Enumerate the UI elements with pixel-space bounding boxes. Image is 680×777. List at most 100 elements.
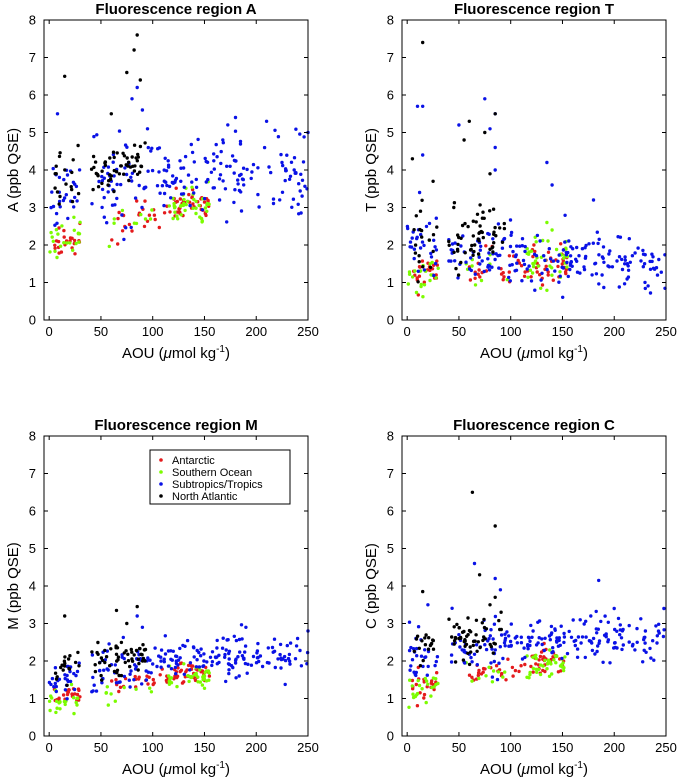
data-point	[558, 270, 562, 274]
y-tick-label: 8	[29, 13, 36, 28]
data-point	[623, 262, 627, 266]
data-series	[49, 85, 310, 242]
data-point	[643, 641, 647, 645]
data-point	[130, 155, 134, 159]
y-tick-label: 3	[29, 616, 36, 631]
data-point	[77, 661, 81, 665]
data-point	[418, 246, 423, 250]
data-point	[487, 268, 492, 272]
x-tick-label: 0	[46, 324, 53, 339]
data-point	[152, 681, 156, 685]
data-point	[90, 650, 94, 654]
data-point	[178, 197, 182, 201]
y-tick-label: 1	[29, 691, 36, 706]
data-point	[66, 690, 71, 694]
data-point	[135, 33, 139, 37]
data-point	[189, 664, 193, 668]
data-point	[480, 259, 484, 263]
data-point	[525, 267, 529, 271]
data-point	[289, 160, 294, 164]
data-point	[186, 173, 191, 177]
chart-panel: Fluorescence region T 0 50 100 150 200 250 0 1 2 3…	[363, 1, 677, 362]
data-point	[64, 182, 68, 186]
data-point	[427, 636, 431, 640]
x-axis-label-main: AOU (	[122, 345, 164, 362]
data-point	[551, 259, 556, 263]
data-point	[157, 170, 161, 174]
data-point	[618, 628, 622, 632]
x-axis-label-close: )	[583, 345, 588, 362]
data-point	[269, 170, 273, 175]
data-point	[57, 677, 62, 681]
data-point	[476, 272, 480, 276]
data-point	[531, 666, 535, 671]
x-axis-label-main: AOU (	[480, 761, 522, 777]
data-point	[62, 74, 67, 79]
data-point	[509, 622, 513, 626]
data-point	[140, 625, 145, 629]
data-point	[620, 257, 624, 262]
data-point	[55, 706, 59, 710]
data-point	[96, 174, 100, 178]
data-point	[65, 673, 69, 678]
data-point	[202, 200, 207, 204]
data-point	[642, 648, 646, 652]
data-point	[103, 658, 108, 662]
data-point	[613, 641, 617, 645]
data-point	[188, 675, 192, 679]
data-point	[457, 633, 461, 637]
data-point	[97, 179, 101, 184]
y-tick-label: 8	[29, 429, 36, 444]
data-point	[190, 185, 194, 189]
data-point	[494, 664, 499, 668]
data-point	[112, 189, 116, 194]
data-point	[656, 629, 661, 633]
data-point	[493, 145, 497, 150]
data-point	[533, 249, 537, 254]
data-series	[48, 180, 211, 260]
data-point	[529, 623, 533, 628]
y-tick-label: 5	[29, 541, 36, 556]
data-point	[502, 237, 506, 241]
data-point	[535, 670, 539, 674]
data-point	[168, 210, 172, 214]
data-point	[544, 264, 548, 268]
data-point	[198, 680, 202, 684]
data-point	[488, 172, 492, 176]
data-point	[169, 657, 173, 661]
data-point	[163, 634, 167, 638]
y-tick-label: 4	[29, 579, 36, 594]
data-point	[232, 200, 236, 205]
data-point	[69, 682, 74, 687]
data-point	[106, 190, 110, 194]
data-point	[597, 237, 601, 241]
data-point	[554, 639, 559, 643]
y-tick-label: 7	[29, 50, 36, 65]
y-tick-label: 6	[29, 88, 36, 103]
data-point	[563, 240, 567, 244]
data-point	[472, 561, 477, 566]
data-point	[210, 660, 215, 664]
data-point	[539, 286, 543, 290]
data-point	[115, 196, 119, 201]
data-point	[63, 688, 68, 692]
data-point	[497, 661, 501, 665]
x-axis-label-exponent: -1	[216, 344, 225, 355]
data-point	[515, 244, 519, 248]
data-point	[97, 661, 102, 665]
data-point	[414, 682, 418, 687]
data-point	[568, 254, 573, 258]
data-point	[128, 672, 132, 676]
data-point	[159, 659, 163, 663]
data-point	[237, 674, 241, 678]
data-point	[497, 618, 501, 623]
data-point	[139, 164, 143, 168]
data-point	[245, 671, 249, 675]
data-point	[657, 257, 661, 262]
data-point	[453, 259, 457, 263]
data-point	[536, 264, 540, 268]
data-point	[488, 209, 492, 213]
data-point	[103, 160, 108, 164]
data-point	[243, 661, 248, 666]
data-point	[620, 647, 624, 652]
